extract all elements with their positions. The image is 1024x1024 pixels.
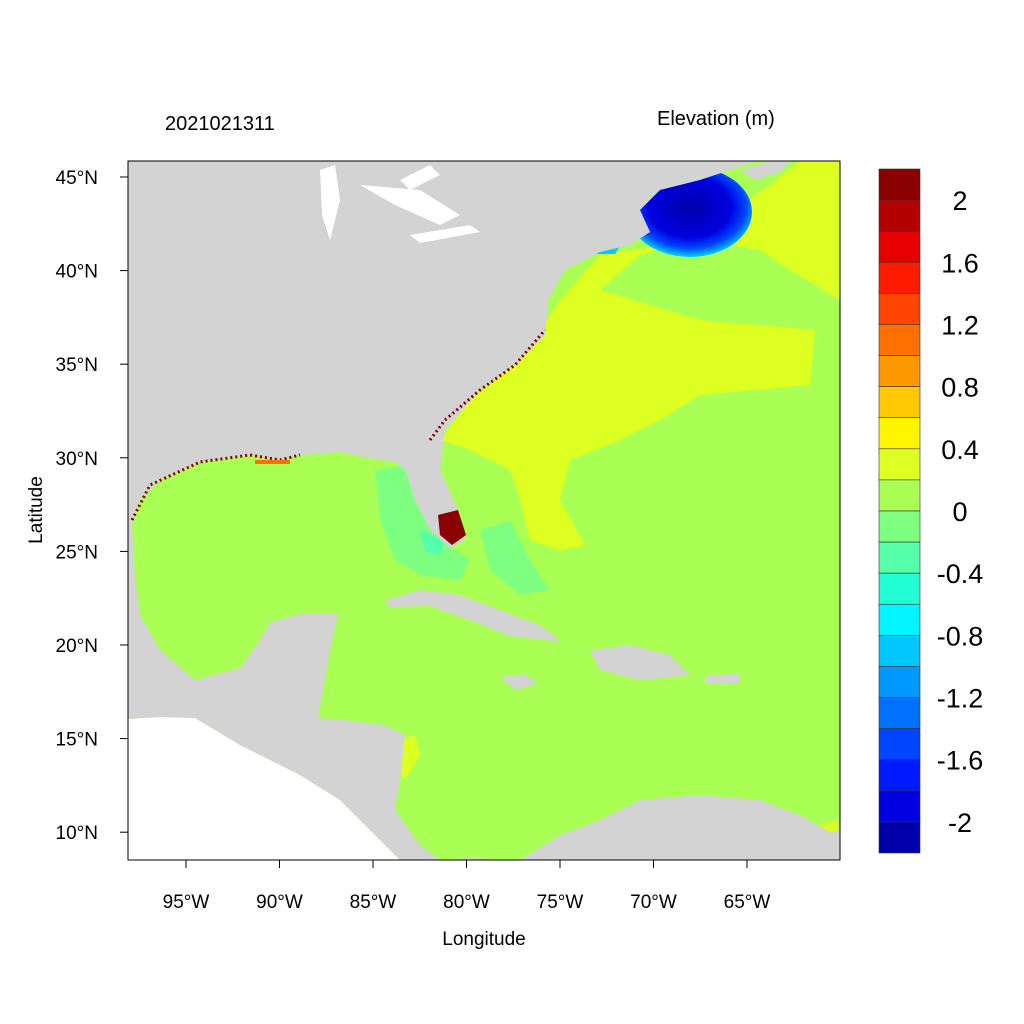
colorbar-bin <box>878 603 921 636</box>
y-tick-label: 20°N <box>56 636 98 657</box>
colorbar-bin <box>878 790 921 823</box>
puerto-rico-land <box>705 674 740 684</box>
y-tick-label: 45°N <box>56 168 98 189</box>
colorbar-bin <box>878 417 921 450</box>
colorbar-tick-label: -1.2 <box>937 684 984 714</box>
colorbar-bin <box>878 510 921 543</box>
colorbar-tick-label: -0.4 <box>937 559 984 589</box>
x-tick-label: 95°W <box>163 892 210 913</box>
x-tick-label: 80°W <box>443 892 490 913</box>
x-tick-label: 75°W <box>537 892 584 913</box>
colorbar-bin <box>878 572 921 605</box>
colorbar-bin <box>878 355 921 387</box>
north-central-america-land <box>128 161 760 860</box>
elevation-region-negative <box>375 465 470 580</box>
cuba-land <box>385 590 562 642</box>
x-tick-label: 90°W <box>256 892 303 913</box>
colorbar-bin <box>878 448 921 481</box>
colorbar-bin <box>878 479 921 512</box>
elevation-region-0.2-0.4 <box>440 161 840 550</box>
colorbar-tick-label: -2 <box>948 808 972 838</box>
y-tick-label: 25°N <box>56 542 98 563</box>
colorbar-bin <box>878 293 921 325</box>
x-axis: 95°W 90°W 85°W 80°W 75°W 70°W 65°W <box>163 860 771 913</box>
colorbar-bin <box>878 386 921 419</box>
x-axis-label: Longitude <box>442 929 525 950</box>
colorbar-bin <box>878 199 921 232</box>
florida-high-elevation <box>438 510 466 545</box>
nova-scotia-land <box>740 161 790 180</box>
plot-frame <box>127 160 841 861</box>
timestamp-title: 2021021311 <box>165 113 275 135</box>
y-tick-label: 40°N <box>56 262 98 283</box>
y-tick-label: 15°N <box>56 730 98 751</box>
colorbar-bin <box>878 541 921 574</box>
y-axis: 45°N 40°N 35°N 30°N 25°N 20°N 15°N 10°N <box>56 168 128 844</box>
variable-title: Elevation (m) <box>657 108 775 130</box>
colorbar-tick-label: -0.8 <box>937 621 984 651</box>
y-axis-label: Latitude <box>26 476 47 544</box>
colorbar: 2 1.6 1.2 0.8 0.4 0 -0.4 -0.8 -1.2 -1.6 -2 <box>878 168 984 854</box>
south-america-land <box>440 795 840 860</box>
colorbar-bin <box>878 759 921 792</box>
x-tick-label: 70°W <box>630 892 677 913</box>
great-lakes <box>320 165 480 243</box>
colorbar-tick-label: -1.6 <box>937 746 984 776</box>
y-tick-label: 35°N <box>56 355 98 376</box>
colorbar-bin <box>878 168 921 201</box>
colorbar-bin <box>878 324 921 356</box>
x-tick-label: 85°W <box>350 892 397 913</box>
y-tick-label: 10°N <box>56 823 98 844</box>
colorbar-tick-label: 2 <box>952 186 967 216</box>
coastal-high-elevation <box>130 329 547 521</box>
y-tick-label: 30°N <box>56 449 98 470</box>
elevation-region-negative <box>480 520 550 595</box>
colorbar-tick-label: 0.4 <box>941 435 979 465</box>
colorbar-tick-label: 1.2 <box>941 310 979 340</box>
colorbar-bin <box>878 230 921 263</box>
colorbar-bin <box>878 821 921 854</box>
colorbar-bin <box>878 666 921 698</box>
hispaniola-land <box>590 645 690 680</box>
colorbar-tick-label: 0.8 <box>941 373 979 403</box>
elevation-region-negative <box>420 530 445 555</box>
colorbar-tick-label: 0 <box>952 497 967 527</box>
pacific-outside-domain <box>128 717 400 860</box>
x-tick-label: 65°W <box>724 892 771 913</box>
colorbar-bin <box>878 635 921 667</box>
jamaica-land <box>500 674 538 690</box>
colorbar-tick-label: 1.6 <box>941 248 979 278</box>
colorbar-bin <box>878 728 921 761</box>
colorbar-bin <box>878 697 921 729</box>
colorbar-bin <box>878 261 921 294</box>
